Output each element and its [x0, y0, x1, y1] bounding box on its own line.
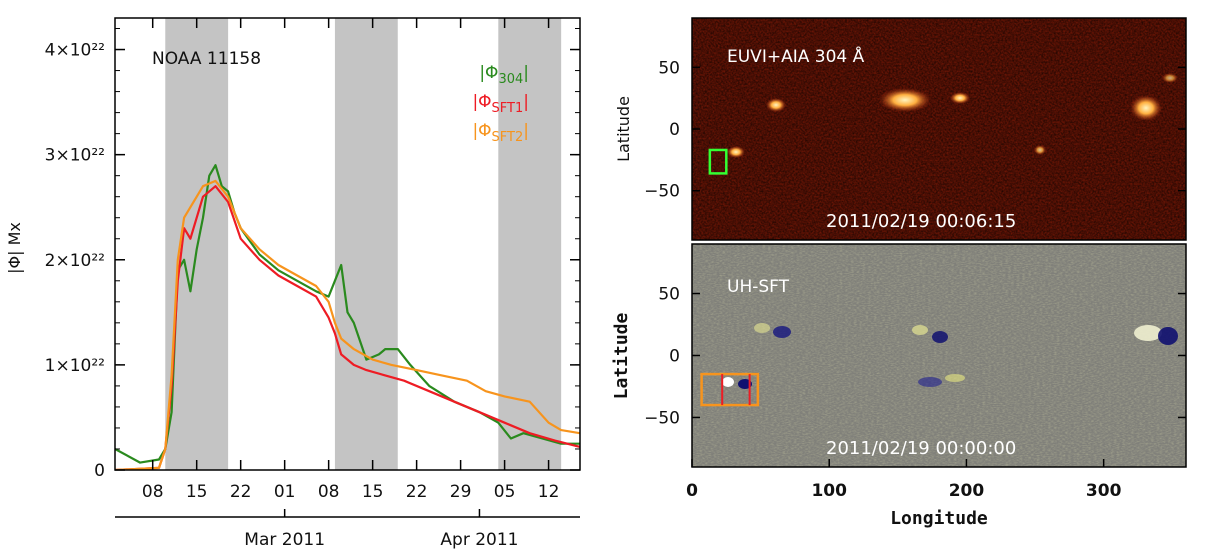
euv-y-axis-title: Latitude: [614, 96, 633, 162]
flux-timeseries-chart: 0 1×10²² 2×10²² 3×10²² 4×10²² 08 15 22 01 08 15 22…: [5, 17, 581, 550]
legend-entry-1: |Φ304|: [479, 63, 529, 87]
plot-frame: [114, 17, 581, 471]
legend: |Φ304| |ΦSFT1| |ΦSFT2|: [472, 63, 529, 145]
sft-y-axis-title: Latitude: [611, 312, 632, 399]
x-tick-label: 22: [406, 482, 428, 502]
region-annotation: NOAA 11158: [152, 49, 261, 69]
euv-map-texture: [692, 18, 1186, 240]
y-axis: 0 1×10²² 2×10²² 3×10²² 4×10²²: [45, 28, 580, 481]
flux-lines: [115, 164, 580, 470]
y-tick-label: 0: [94, 461, 105, 481]
sft-map-label: UH-SFT: [727, 277, 790, 297]
map-x-tick-label: 200: [949, 481, 985, 501]
shaded-interval-2: [334, 18, 398, 470]
sft-x-axis-title: Longitude: [890, 508, 988, 529]
sft-map-timestamp: 2011/02/19 00:00:00: [826, 438, 1016, 459]
month-axis: Mar 2011 Apr 2011: [244, 509, 518, 550]
map-y-tick-label: 0: [669, 347, 680, 367]
y-tick-label: 3×10²²: [45, 146, 105, 166]
euv-304-map: EUVI+AIA 304 Å 2011/02/19 00:06:15 50 0 −5…: [614, 17, 1187, 241]
series-line-3: [115, 179, 580, 470]
legend-entry-2: |ΦSFT1|: [472, 92, 529, 116]
month-label: Apr 2011: [440, 530, 518, 550]
euv-bright-regions: [727, 73, 1178, 158]
month-label: Mar 2011: [244, 530, 325, 550]
y-tick-label: 1×10²²: [45, 356, 105, 376]
sft-map: UH-SFT 2011/02/19 00:00:00 50 0 −50 0 100 20…: [611, 243, 1187, 529]
euv-y-axis: 50 0 −50: [644, 58, 1186, 202]
x-tick-label: 29: [450, 482, 472, 502]
x-tick-label: 15: [362, 482, 384, 502]
euv-map-label: EUVI+AIA 304 Å: [727, 45, 865, 67]
y-axis-title: |Φ| Mx: [5, 222, 24, 274]
map-y-tick-label: 50: [658, 285, 680, 305]
map-x-tick-label: 100: [811, 481, 847, 501]
x-tick-label: 05: [494, 482, 516, 502]
legend-entry-3: |ΦSFT2|: [472, 121, 529, 145]
x-tick-label: 12: [538, 482, 560, 502]
x-tick-label: 15: [186, 482, 208, 502]
map-y-tick-label: −50: [644, 182, 680, 202]
y-tick-label: 4×10²²: [45, 41, 105, 61]
euv-map-timestamp: 2011/02/19 00:06:15: [826, 211, 1016, 232]
sft-region-box: [700, 372, 760, 407]
x-tick-label: 22: [230, 482, 252, 502]
x-tick-label: 08: [318, 482, 340, 502]
shaded-intervals: [165, 18, 562, 470]
x-tick-label: 01: [274, 482, 296, 502]
sft-x-axis: 0 100 200 300: [686, 459, 1122, 501]
map-x-tick-label: 300: [1086, 481, 1122, 501]
map-y-tick-label: 0: [669, 120, 680, 140]
map-y-tick-label: 50: [658, 58, 680, 78]
shaded-interval-3: [498, 18, 562, 470]
map-y-tick-label: −50: [644, 408, 680, 428]
x-axis: 08 15 22 01 08 15 22 29 05 12: [142, 18, 560, 502]
euv-region-box: [708, 148, 728, 175]
series-line-2: [115, 185, 580, 470]
sft-polarity-regions: [722, 323, 1178, 389]
map-x-tick-label: 0: [686, 481, 698, 501]
sft-y-axis: 50 0 −50: [644, 285, 1186, 428]
y-tick-label: 2×10²²: [45, 251, 105, 271]
sft-map-texture: [692, 244, 1186, 467]
x-tick-label: 08: [142, 482, 164, 502]
